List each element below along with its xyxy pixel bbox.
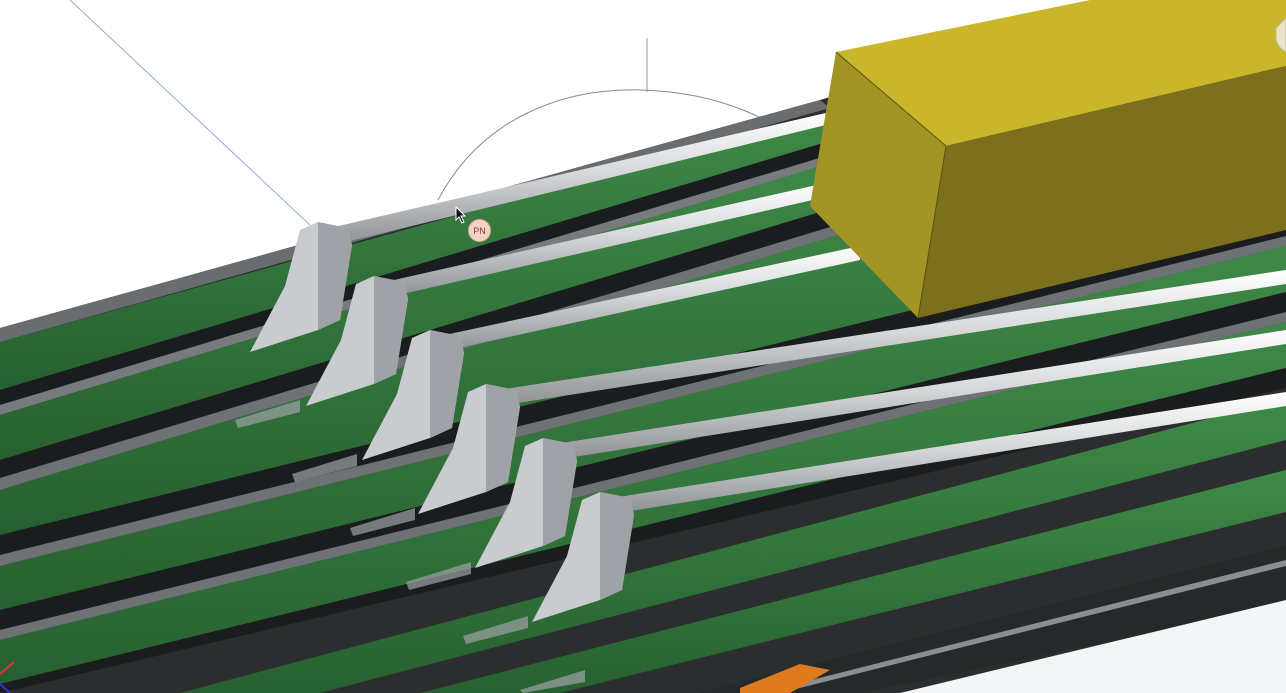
bracket-shadow xyxy=(235,400,300,428)
belt-gap xyxy=(0,292,1286,630)
side-rail xyxy=(700,545,1286,693)
rod-brackets xyxy=(250,222,634,622)
bracket-shadow xyxy=(350,508,415,536)
bracket-shadow xyxy=(406,562,471,590)
yellow-block[interactable] xyxy=(810,0,1286,319)
rod-bracket-shade xyxy=(374,276,408,384)
guide-rod xyxy=(330,112,830,246)
conveyor-belt xyxy=(0,112,840,390)
side-rail-edge xyxy=(760,560,1286,693)
guide-rod xyxy=(498,270,1286,406)
orange-part xyxy=(740,664,830,693)
belt-gap xyxy=(0,138,846,405)
block-front-face xyxy=(810,52,946,318)
axis-indicator xyxy=(0,683,11,693)
mouse-pointer-icon xyxy=(455,206,467,224)
floor-plate xyxy=(900,600,1286,693)
belt-gap xyxy=(0,236,1286,566)
part-note-label: PN xyxy=(473,225,486,236)
rod-bracket-shade xyxy=(318,222,352,330)
rod-bracket-shade xyxy=(600,492,634,600)
conveyor-belt xyxy=(0,246,1286,610)
axis-indicator xyxy=(0,661,15,675)
guide-rod xyxy=(440,246,860,352)
bracket-shadow xyxy=(292,454,357,482)
bracket-shadow xyxy=(520,670,585,693)
rod-bracket-shade xyxy=(543,438,577,546)
view-cube-icon[interactable] xyxy=(1275,17,1286,53)
block-edge xyxy=(835,51,947,147)
guide-rod xyxy=(385,182,830,298)
guide-rod xyxy=(555,330,1286,460)
rod-bracket-shade xyxy=(430,330,464,438)
block-side-face xyxy=(918,66,1286,318)
guide-rods xyxy=(330,112,1286,514)
bracket-shadow xyxy=(463,616,528,644)
rod-bracket-shade xyxy=(486,384,520,492)
conveyor-belt xyxy=(420,470,1286,693)
block-edge xyxy=(917,145,947,319)
construction-line xyxy=(69,0,311,226)
part-note-badge[interactable]: PN xyxy=(468,219,491,242)
block-top-face xyxy=(836,0,1286,146)
guide-rod xyxy=(612,392,1286,514)
conveyor-belt xyxy=(180,398,1286,693)
